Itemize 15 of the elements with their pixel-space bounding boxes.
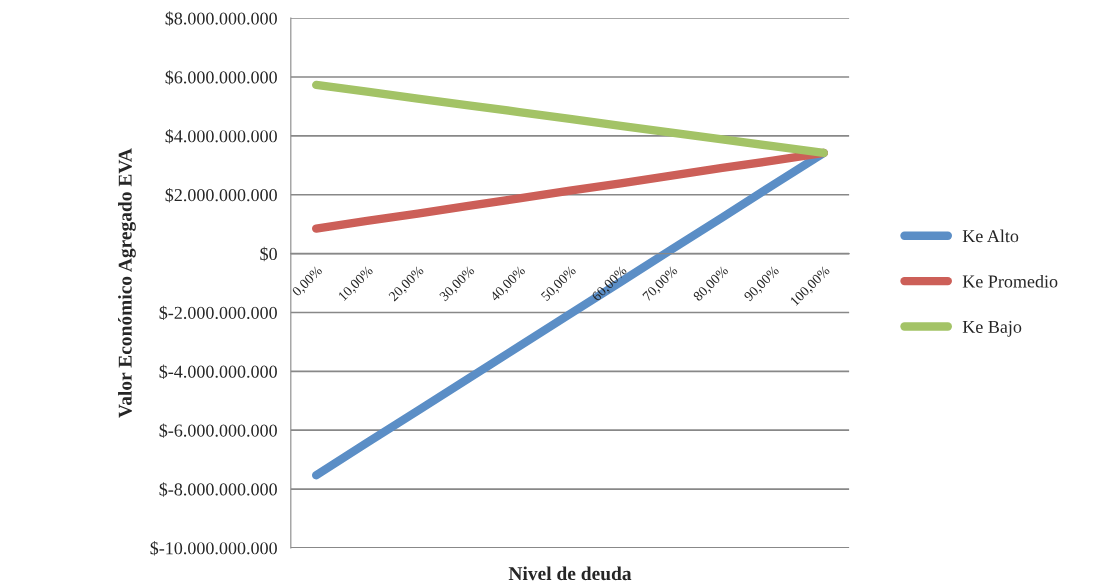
y-tick-label: $8.000.000.000 <box>165 11 277 26</box>
x-axis-title: Nivel de deuda <box>508 566 632 581</box>
y-tick-label: $-2.000.000.000 <box>159 305 277 321</box>
legend-label: Ke Alto <box>962 229 1019 243</box>
y-axis-title: Valor Económico Agregado EVA <box>118 148 136 418</box>
y-tick-label: $6.000.000.000 <box>165 70 277 85</box>
y-tick-label: $0 <box>260 246 277 262</box>
y-tick-label: $-6.000.000.000 <box>159 423 277 438</box>
y-tick-label: $2.000.000.000 <box>165 187 277 203</box>
y-tick-label: $4.000.000.000 <box>165 129 277 144</box>
legend-label: Ke Bajo <box>962 320 1022 337</box>
y-tick-label: $-8.000.000.000 <box>159 482 277 497</box>
legend-label: Ke Promedio <box>962 274 1058 288</box>
y-tick-label: $-10.000.000.000 <box>150 541 277 556</box>
y-tick-label: $-4.000.000.000 <box>159 364 277 379</box>
